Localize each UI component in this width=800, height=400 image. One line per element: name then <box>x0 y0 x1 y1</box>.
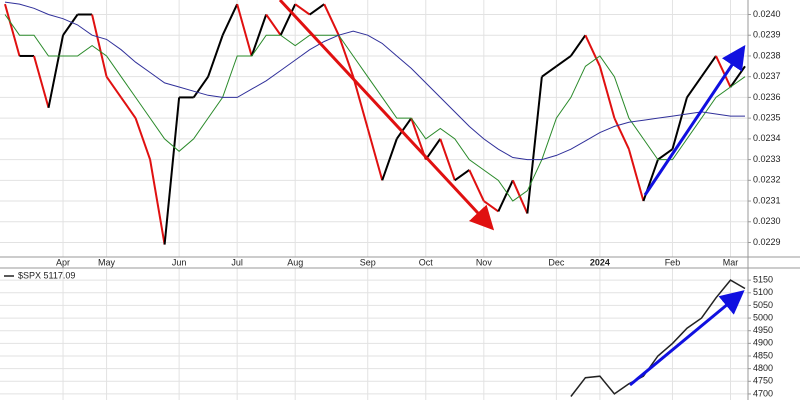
y-tick-label: 0.0230 <box>753 216 781 226</box>
price-segment <box>207 34 224 78</box>
price-segment <box>613 117 630 150</box>
trend-arrow <box>643 45 746 196</box>
price-segment <box>149 159 166 245</box>
x-tick-label: Sep <box>360 257 376 267</box>
y-tick-label: 5050 <box>753 300 773 310</box>
x-tick-label: Nov <box>476 257 493 267</box>
y-tick-label: 0.0240 <box>753 9 781 19</box>
x-tick-label: Apr <box>56 257 70 267</box>
price-segment <box>105 76 122 98</box>
x-tick-label: Oct <box>419 257 434 267</box>
y-tick-label: 4850 <box>753 350 773 360</box>
x-tick-label: Mar <box>723 257 739 267</box>
price-segment <box>555 55 572 68</box>
trend-arrow <box>278 0 495 231</box>
price-segment <box>700 55 717 78</box>
y-tick-label: 0.0235 <box>753 113 781 123</box>
price-segment <box>526 76 543 214</box>
price-segment <box>671 97 688 150</box>
y-tick-label: 0.0229 <box>753 237 781 247</box>
price-segment <box>352 76 369 129</box>
price-segment <box>468 169 485 202</box>
price-segment <box>265 13 282 36</box>
price-segment <box>192 76 209 98</box>
price-segment <box>337 34 355 78</box>
price-segment <box>163 97 181 245</box>
price-segment <box>4 3 21 57</box>
price-segment <box>279 3 297 36</box>
price-segment <box>657 148 674 161</box>
x-tick-label: Jun <box>172 257 187 267</box>
price-segment <box>686 76 703 98</box>
x-tick-label: Feb <box>665 257 681 267</box>
price-segment <box>250 14 268 57</box>
y-tick-label: 0.0236 <box>753 92 781 102</box>
y-tick-label: 4700 <box>753 388 773 398</box>
x-tick-label: Dec <box>548 257 565 267</box>
price-segment <box>511 179 529 214</box>
x-tick-label: Jul <box>231 257 243 267</box>
y-tick-label: 4750 <box>753 376 773 386</box>
x-tick-label: Aug <box>287 257 303 267</box>
price-segment <box>584 34 601 67</box>
price-segment <box>221 3 239 36</box>
price-segment <box>236 3 253 57</box>
price-segment <box>424 138 442 161</box>
trend-arrow <box>629 290 745 387</box>
y-tick-label: 5100 <box>753 287 773 297</box>
y-tick-label: 0.0237 <box>753 71 781 81</box>
series-group <box>570 279 746 397</box>
price-segment <box>570 34 587 57</box>
y-tick-label: 4900 <box>753 338 773 348</box>
price-segment <box>33 55 50 109</box>
y-tick-label: 4800 <box>753 363 773 373</box>
y-tick-label: 0.0232 <box>753 175 781 185</box>
y-tick-label: 0.0233 <box>753 154 781 164</box>
price-segment <box>541 65 557 78</box>
series-line <box>4 14 746 202</box>
price-segment <box>62 13 79 36</box>
legend-label: $SPX 5117.09 <box>18 270 75 280</box>
price-segment <box>47 35 65 108</box>
price-segment <box>91 14 108 77</box>
y-tick-label: 0.0231 <box>753 195 781 205</box>
x-tick-label: 2024 <box>590 257 610 267</box>
series-line <box>4 1 745 161</box>
price-segment <box>439 138 456 181</box>
y-tick-label: 5150 <box>753 275 773 285</box>
price-segment <box>627 148 645 202</box>
price-segment <box>381 138 398 181</box>
x-tick-label: May <box>98 257 116 267</box>
price-segment <box>395 117 413 140</box>
price-segment <box>134 117 152 160</box>
y-tick-label: 5000 <box>753 312 773 322</box>
price-segment <box>120 96 137 119</box>
y-tick-label: 4950 <box>753 325 773 335</box>
price-segment <box>598 66 616 119</box>
y-tick-label: 0.0238 <box>753 50 781 60</box>
price-segment <box>323 3 340 36</box>
y-tick-label: 0.0239 <box>753 30 781 40</box>
y-tick-label: 0.0234 <box>753 133 781 143</box>
price-segment <box>454 169 470 182</box>
series-group <box>4 1 746 245</box>
plot-layer: Apr May Jun Jul Aug Sep Oct Nov Dec 2024 Feb Mar 0.0… <box>0 0 781 400</box>
series-line <box>570 279 746 397</box>
price-segment <box>309 3 325 16</box>
price-segment <box>366 128 384 181</box>
price-segment <box>294 3 311 16</box>
price-segment <box>497 179 514 212</box>
